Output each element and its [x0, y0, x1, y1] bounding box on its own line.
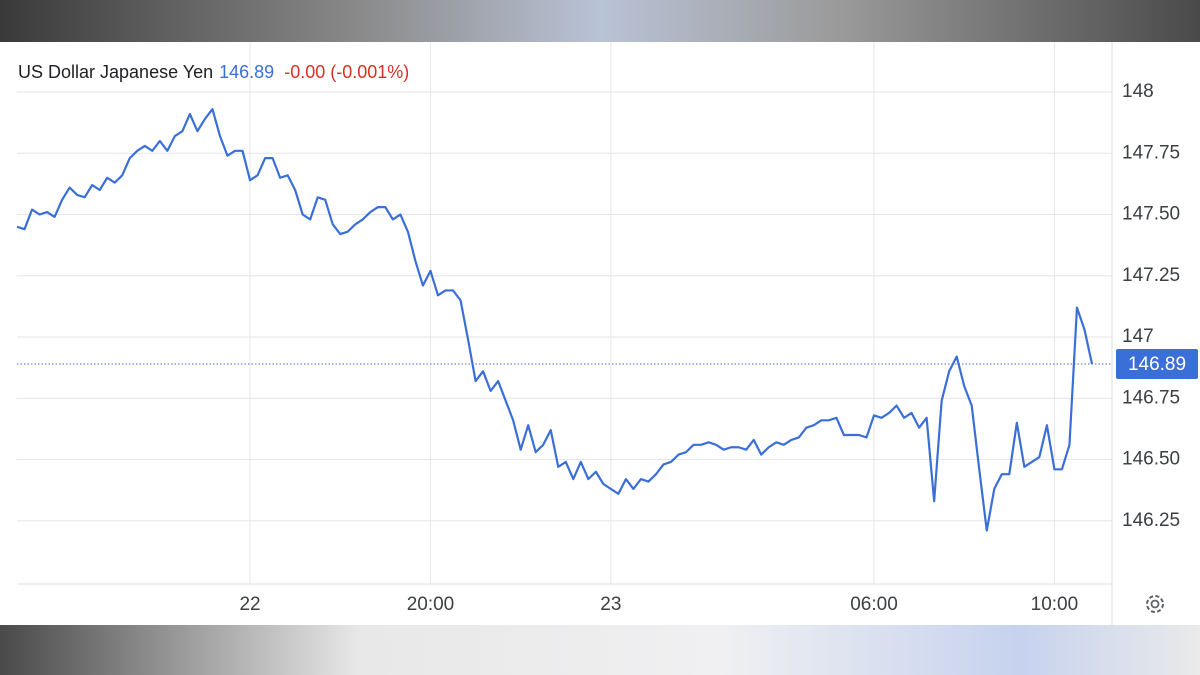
last-price: 146.89 — [219, 62, 274, 82]
chart-panel — [0, 42, 1200, 625]
settings-icon[interactable] — [1146, 595, 1164, 613]
y-tick-label: 146.50 — [1122, 449, 1180, 470]
x-tick-label: 10:00 — [1031, 594, 1079, 615]
chart-title: US Dollar Japanese Yen — [18, 62, 213, 82]
gear-outer — [1146, 595, 1164, 613]
marks: 146.89 — [16, 108, 1198, 532]
price-line — [16, 108, 1094, 532]
blurred-top — [0, 0, 1200, 42]
blurred-bottom — [0, 625, 1200, 675]
x-tick-label: 06:00 — [850, 594, 898, 615]
y-tick-label: 147.50 — [1122, 204, 1180, 225]
y-tick-label: 147.25 — [1122, 265, 1180, 286]
y-tick-label: 147.75 — [1122, 142, 1180, 163]
current-price-tag — [1116, 348, 1198, 379]
y-tick-label: 146.75 — [1122, 387, 1180, 408]
y-tick-label: 146.25 — [1122, 510, 1180, 531]
y-tick-label: 148 — [1122, 81, 1154, 102]
current-price-label: 146.89 — [1128, 354, 1186, 375]
price-change: -0.00 (-0.001%) — [284, 62, 409, 82]
grid — [17, 42, 1112, 584]
header: US Dollar Japanese Yen 146.89 -0.00 (-0.00… — [18, 62, 409, 82]
x-tick-label: 23 — [600, 594, 621, 615]
y-tick-label: 147 — [1122, 326, 1154, 347]
gear-inner — [1150, 599, 1160, 609]
x-tick-label: 20:00 — [407, 594, 455, 615]
x-tick-label: 22 — [239, 594, 260, 615]
